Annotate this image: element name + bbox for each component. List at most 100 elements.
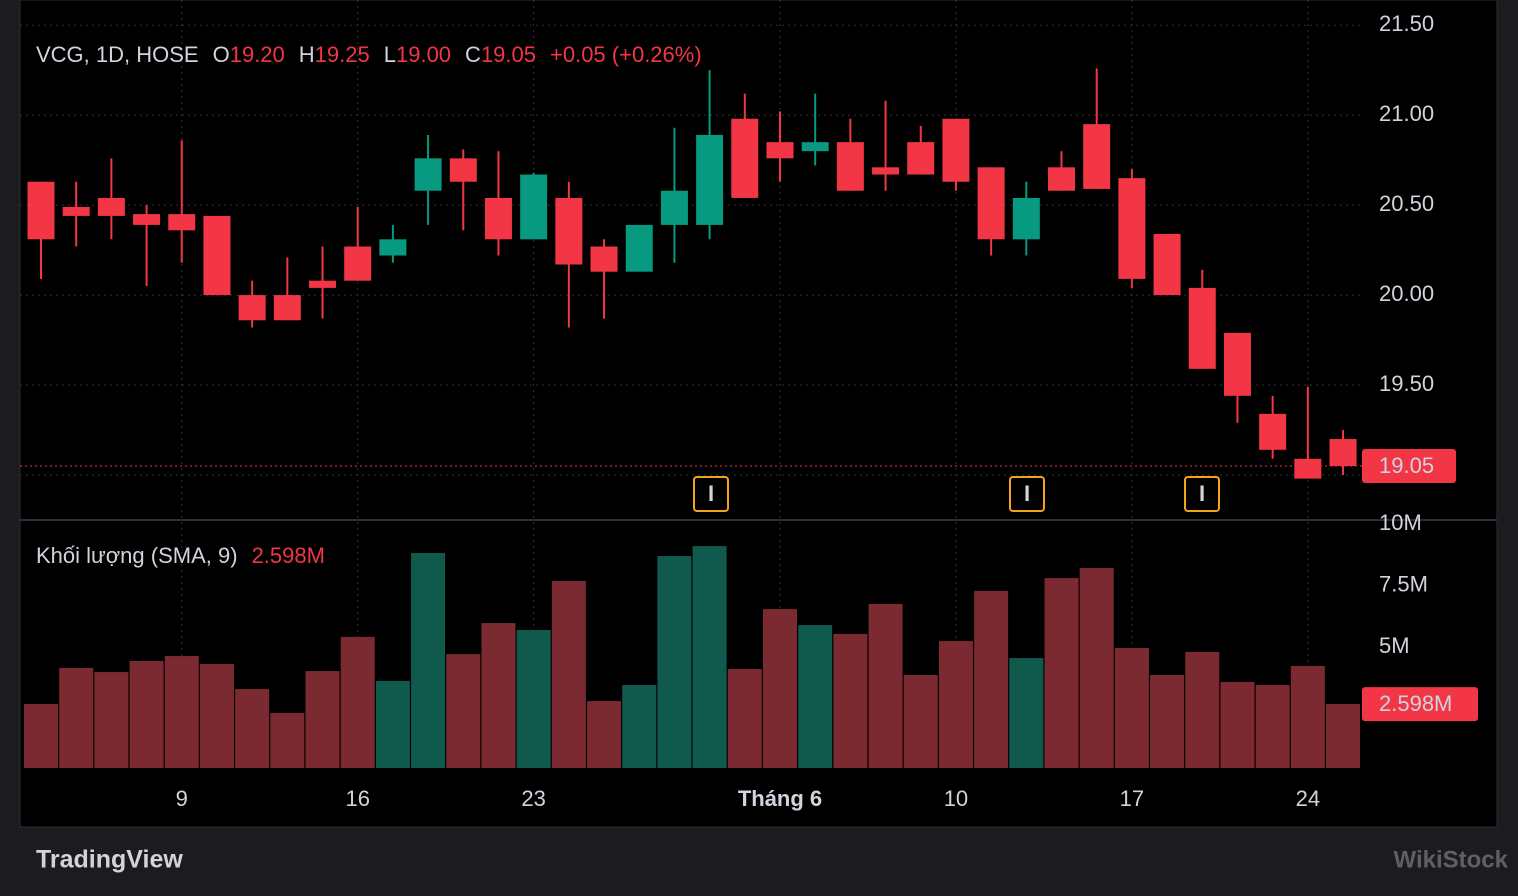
y2-tick-label: 5M <box>1379 633 1410 658</box>
y-tick-label: 19.50 <box>1379 371 1434 396</box>
symbol: VCG, 1D, HOSE <box>36 42 199 67</box>
volume-bar <box>1044 578 1079 768</box>
y-tick-label: 21.00 <box>1379 101 1434 126</box>
volume-bar <box>1150 675 1185 768</box>
volume-bar <box>1185 651 1220 768</box>
ohlc-key: L <box>384 42 396 67</box>
candle-body <box>520 174 548 240</box>
candle-body <box>344 246 372 281</box>
candle-body <box>449 158 477 182</box>
candle-body <box>977 167 1005 240</box>
candle-body <box>238 295 266 321</box>
x-tick-label: 17 <box>1120 786 1144 811</box>
volume-bar <box>235 689 270 768</box>
y2-tick-label: 7.5M <box>1379 571 1428 596</box>
legend-header: VCG, 1D, HOSE O19.20 H19.25 L19.00 C19.05 +0.… <box>36 42 702 67</box>
ohlc-key: C <box>465 42 481 67</box>
x-tick-label: 23 <box>521 786 545 811</box>
volume-title: Khối lượng (SMA, 9) <box>36 543 238 568</box>
change: +0.05 (+0.26%) <box>550 42 702 67</box>
candle-body <box>1153 233 1181 296</box>
candle-body <box>766 142 794 159</box>
volume-bar <box>551 581 586 768</box>
ohlc-key: O <box>213 42 230 67</box>
event-marker[interactable] <box>1009 476 1045 512</box>
y2-tick-label: 10M <box>1379 510 1422 535</box>
volume-bar <box>622 685 657 768</box>
volume-bar <box>199 663 234 768</box>
candle-body <box>872 167 900 175</box>
x-tick-label: Tháng 6 <box>738 786 822 811</box>
ohlc-key: H <box>299 42 315 67</box>
x-tick-label: 9 <box>176 786 188 811</box>
volume-header: Khối lượng (SMA, 9) 2.598M <box>36 543 325 568</box>
volume-bar <box>270 712 305 768</box>
volume-tag <box>1362 687 1478 722</box>
candle-body <box>731 118 759 198</box>
ohlc-value: 19.00 <box>396 42 451 67</box>
candle-body <box>97 197 125 216</box>
volume-bar <box>974 590 1009 768</box>
volume-bar <box>1009 658 1044 768</box>
candle-body <box>133 214 161 225</box>
candle-body <box>309 280 337 288</box>
y-tick-label: 21.50 <box>1379 11 1434 36</box>
labels: 9 16 23 Tháng 6 10 17 24 19.05 2.598M I I I <box>176 449 1478 811</box>
marks <box>20 68 1362 768</box>
volume-bar <box>1290 665 1325 768</box>
event-label: I <box>1199 481 1205 506</box>
event-marker[interactable] <box>693 476 729 512</box>
candle-body <box>379 239 407 256</box>
volume-bar <box>657 555 692 768</box>
volume-bar <box>375 680 410 768</box>
candle-body <box>625 224 653 272</box>
ohlc-value: 19.05 <box>481 42 536 67</box>
event-label: I <box>708 481 714 506</box>
volume-bar <box>446 654 481 768</box>
volume-bar <box>1079 568 1114 768</box>
x-tick-label: 16 <box>345 786 369 811</box>
y-tick-label: 20.00 <box>1379 281 1434 306</box>
candle-body <box>414 158 442 191</box>
volume-bar <box>1220 681 1255 768</box>
candle-body <box>696 134 724 225</box>
volume-bar <box>903 675 938 768</box>
candle-body <box>1223 332 1251 396</box>
volume-bar <box>340 636 375 768</box>
volume-bar <box>164 656 199 768</box>
candle-body <box>942 118 970 182</box>
watermark: WikiStock <box>1394 846 1509 873</box>
volume-bar <box>481 623 516 768</box>
volume-bar <box>833 633 868 768</box>
y-tick-label: 20.50 <box>1379 191 1434 216</box>
ohlc-value: 19.25 <box>315 42 370 67</box>
volume-bar <box>129 660 164 768</box>
volume-bar <box>411 552 446 768</box>
candle-body <box>1259 413 1287 450</box>
volume-bar <box>1326 704 1361 768</box>
candle-body <box>62 206 90 216</box>
candle-body <box>1118 178 1146 279</box>
candle-body <box>203 215 231 296</box>
volume-bar <box>587 701 622 768</box>
candle-body <box>168 214 196 231</box>
volume-bar <box>24 704 58 768</box>
volume-bar <box>798 625 833 768</box>
candle-body <box>660 190 688 225</box>
candle-body <box>1294 458 1322 479</box>
volume-bar <box>868 603 903 768</box>
event-marker[interactable] <box>1184 476 1220 512</box>
candle-body <box>1083 124 1111 189</box>
candle-body <box>590 246 618 272</box>
x-tick-label: 10 <box>944 786 968 811</box>
volume-bar <box>1255 685 1290 768</box>
candle-body <box>273 295 301 321</box>
volume-bar <box>94 672 129 768</box>
last-price-tag <box>1362 449 1456 484</box>
ohlc-value: 19.20 <box>230 42 285 67</box>
volume-tag-label: 2.598M <box>1379 691 1452 716</box>
event-label: I <box>1024 481 1030 506</box>
candle-body <box>1188 287 1216 369</box>
candle-body <box>907 142 935 175</box>
